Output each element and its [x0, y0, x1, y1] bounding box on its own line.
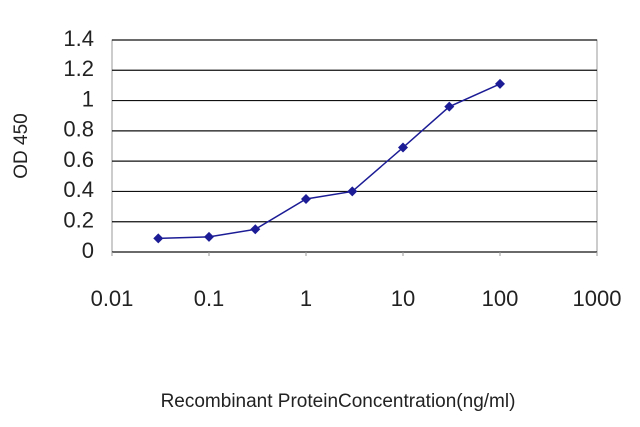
plot-area: [111, 39, 598, 253]
data-marker: [153, 233, 164, 244]
y-tick-label: 0.8: [63, 117, 94, 142]
y-tick-label: 0.4: [63, 177, 94, 202]
data-line: [158, 83, 501, 240]
x-tick-label: 0.01: [91, 286, 134, 311]
x-tick-label: 10: [391, 286, 415, 311]
data-marker: [398, 142, 408, 153]
data-marker: [347, 186, 358, 197]
data-marker: [250, 224, 261, 235]
y-axis-title: OD 450: [11, 113, 32, 178]
y-tick-label: 1: [82, 86, 94, 111]
x-tick-label: 1000: [573, 286, 622, 311]
x-tick-label: 100: [482, 286, 519, 311]
y-tick-label: 1.4: [63, 26, 94, 51]
x-tick-label: 0.1: [194, 286, 225, 311]
y-tick-label: 1.2: [63, 56, 94, 81]
y-tick-label: 0.6: [63, 147, 94, 172]
x-tick-label: 1: [300, 286, 312, 311]
data-marker: [495, 78, 505, 89]
data-marker: [301, 194, 311, 204]
x-axis-title: Recombinant ProteinConcentration(ng/ml): [161, 391, 516, 412]
data-marker: [204, 231, 214, 242]
y-tick-label: 0: [82, 238, 94, 263]
y-tick-label: 0.2: [63, 208, 94, 233]
data-marker: [444, 101, 455, 112]
